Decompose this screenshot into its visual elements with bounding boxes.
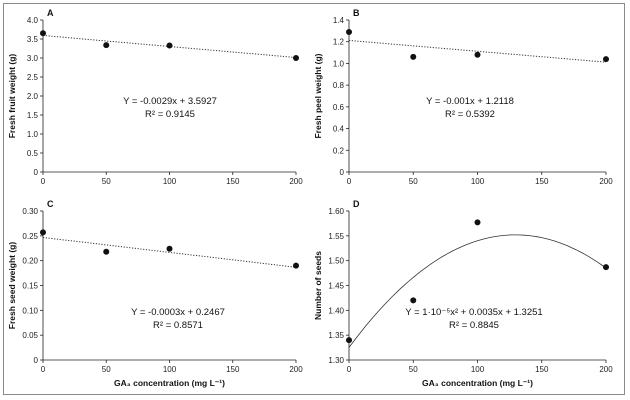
panel-a: 0 0.5 1.0 1.5 2.0 2.5 3.0 3.5 4.0 0 50 100 150 200 A Fr… xyxy=(7,8,303,186)
x-tick-label: 50 xyxy=(102,177,111,186)
r-squared-label: R² = 0.5392 xyxy=(445,109,495,120)
y-tick-label: 1.5 xyxy=(27,111,39,120)
x-tick-label: 150 xyxy=(226,365,240,374)
x-tick-label: 50 xyxy=(409,365,418,374)
y-tick-label: 1.60 xyxy=(328,207,344,216)
y-tick-label: 3.0 xyxy=(27,54,39,63)
x-tick-label: 150 xyxy=(535,177,549,186)
x-tick-label: 50 xyxy=(409,177,418,186)
data-point xyxy=(103,248,110,255)
trend-line xyxy=(348,39,607,63)
panel-label: A xyxy=(47,8,54,18)
panel-c: 0 0.05 0.10 0.15 0.20 0.25 0.30 0 50 100 150 200 C Fr… xyxy=(7,199,303,388)
x-tick-label: 200 xyxy=(599,365,613,374)
x-tick-label: 100 xyxy=(163,365,177,374)
y-tick-label: 1.0 xyxy=(333,59,345,68)
x-tick-label: 200 xyxy=(289,177,303,186)
y-tick-label: 0.6 xyxy=(333,103,345,112)
data-point xyxy=(603,264,609,271)
data-point xyxy=(103,42,110,49)
y-tick-label: 0.20 xyxy=(22,257,38,266)
data-point xyxy=(346,28,352,35)
y-tick-label: 4.0 xyxy=(27,16,39,25)
regression-equation: Y = -0.0003x + 0.2467 xyxy=(131,307,225,318)
y-tick-label: 0.05 xyxy=(22,331,38,340)
x-tick-label: 0 xyxy=(41,365,46,374)
y-tick-label: 0 xyxy=(34,168,39,177)
data-point xyxy=(474,51,481,58)
y-tick-label: 1.50 xyxy=(328,257,344,266)
data-point xyxy=(410,297,417,304)
panel-d: 1.30 1.35 1.40 1.45 1.50 1.55 1.60 0 50 100 150 200… xyxy=(313,199,613,388)
x-axis-label: GA₃ concentration (mg L⁻¹) xyxy=(422,378,533,388)
y-tick-label: 1.2 xyxy=(333,38,345,47)
figure-border xyxy=(3,3,625,395)
x-tick-label: 0 xyxy=(347,365,352,374)
panel-b: 0 0.2 0.4 0.6 0.8 1.0 1.2 1.4 0 50 100 150 200 B Fresh… xyxy=(313,8,613,186)
y-tick-label: 1.35 xyxy=(328,331,344,340)
y-axis-label: Fresh fruit weight (g) xyxy=(7,54,17,139)
data-point xyxy=(40,30,46,37)
y-tick-label: 1.55 xyxy=(328,232,344,241)
trend-line xyxy=(42,237,297,268)
data-point xyxy=(293,55,299,61)
y-axis-label: Fresh peel weight (g) xyxy=(313,53,323,138)
y-tick-label: 0.15 xyxy=(22,282,38,291)
y-tick-label: 1.0 xyxy=(27,130,39,139)
y-tick-label: 0.8 xyxy=(333,81,345,90)
y-tick-label: 1.4 xyxy=(333,16,345,25)
y-tick-label: 0.30 xyxy=(22,207,38,216)
data-point xyxy=(166,42,173,49)
x-tick-label: 200 xyxy=(599,177,613,186)
trend-curve xyxy=(348,234,607,348)
data-point xyxy=(293,262,299,269)
y-axis-label: Number of seeds xyxy=(313,251,323,320)
x-tick-label: 200 xyxy=(289,365,303,374)
y-tick-label: 2.0 xyxy=(27,92,39,101)
panel-label: B xyxy=(353,8,360,18)
data-point xyxy=(166,245,173,252)
r-squared-label: R² = 0.8845 xyxy=(449,320,499,331)
y-tick-label: 0.5 xyxy=(27,149,39,158)
y-tick-label: 0 xyxy=(340,168,345,177)
r-squared-label: R² = 0.9145 xyxy=(145,109,195,120)
y-tick-label: 1.45 xyxy=(328,282,344,291)
regression-equation: Y = 1·10⁻⁵x² + 0.0035x + 1.3251 xyxy=(405,307,542,318)
panel-label: C xyxy=(47,199,54,209)
data-point xyxy=(410,53,417,60)
x-axis-label: GA₃ concentration (mg L⁻¹) xyxy=(114,378,225,388)
y-tick-label: 0.25 xyxy=(22,232,38,241)
y-tick-label: 0.10 xyxy=(22,306,38,315)
data-point xyxy=(603,56,609,63)
y-tick-label: 2.5 xyxy=(27,73,39,82)
r-squared-label: R² = 0.8571 xyxy=(153,320,203,331)
data-point xyxy=(346,337,352,344)
data-point xyxy=(474,219,481,226)
y-axis-label: Fresh seed weight (g) xyxy=(7,242,17,330)
regression-equation: Y = -0.001x + 1.2118 xyxy=(426,96,514,107)
x-tick-label: 0 xyxy=(347,177,352,186)
x-tick-label: 150 xyxy=(535,365,549,374)
y-tick-label: 1.30 xyxy=(328,356,344,365)
y-tick-label: 0 xyxy=(34,356,39,365)
x-tick-label: 100 xyxy=(471,365,485,374)
x-tick-label: 50 xyxy=(102,365,111,374)
y-tick-label: 1.40 xyxy=(328,306,344,315)
x-tick-label: 150 xyxy=(226,177,240,186)
x-tick-label: 100 xyxy=(163,177,177,186)
y-tick-label: 0.4 xyxy=(333,125,345,134)
y-tick-label: 3.5 xyxy=(27,35,39,44)
x-tick-label: 0 xyxy=(41,177,46,186)
y-tick-label: 0.2 xyxy=(333,146,345,155)
regression-equation: Y = -0.0029x + 3.5927 xyxy=(123,96,217,107)
panel-label: D xyxy=(353,199,360,209)
x-tick-label: 100 xyxy=(471,177,485,186)
data-point xyxy=(40,229,46,236)
